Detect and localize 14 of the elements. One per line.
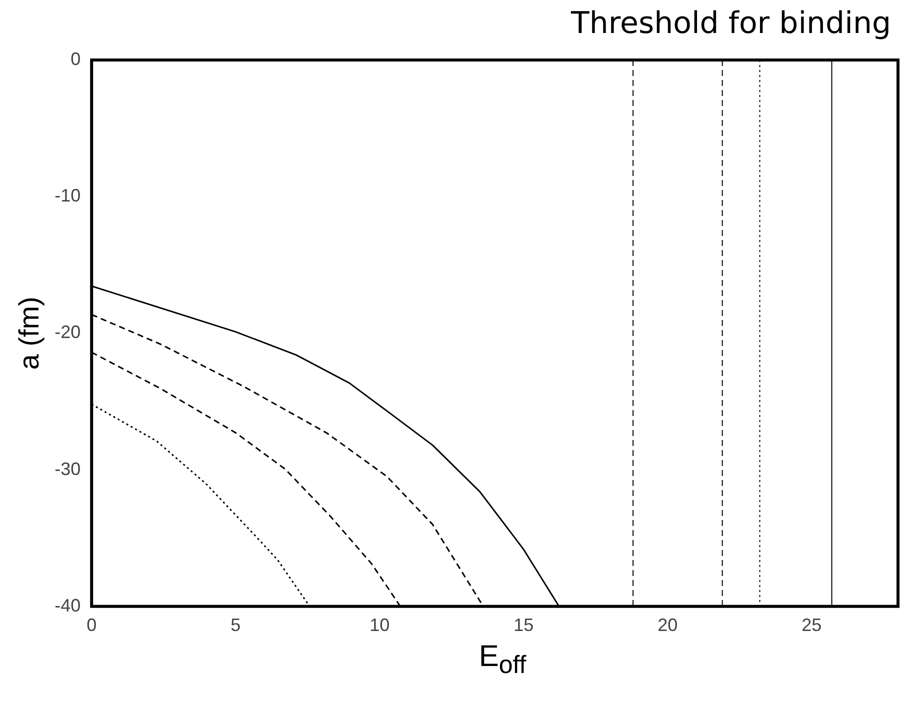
x-tick-label: 25 bbox=[802, 615, 822, 636]
y-tick-label: -20 bbox=[54, 322, 81, 342]
x-tick-label: 5 bbox=[230, 615, 241, 636]
y-tick-label: -40 bbox=[54, 595, 81, 616]
x-tick-label: 15 bbox=[514, 615, 534, 636]
y-tick-label: -30 bbox=[54, 458, 81, 479]
y-tick-label: -10 bbox=[54, 186, 81, 206]
x-tick-label: 20 bbox=[658, 615, 678, 636]
x-axis-title: E$_{off}$ bbox=[478, 640, 528, 680]
y-axis-title: a (fm) bbox=[14, 296, 45, 370]
x-tick-label: 10 bbox=[370, 615, 390, 636]
chart-title: Threshold for binding bbox=[571, 6, 891, 41]
y-tick-label: 0 bbox=[70, 48, 81, 69]
x-tick-label: 0 bbox=[86, 615, 97, 636]
